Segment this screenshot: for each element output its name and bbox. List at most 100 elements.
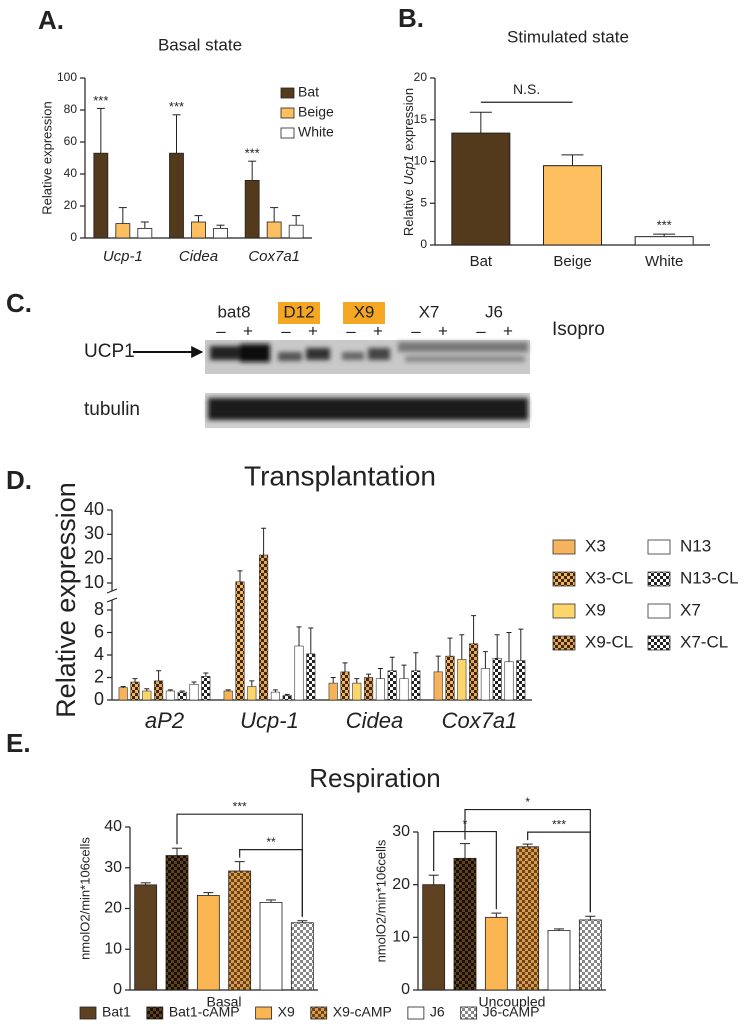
bar: [543, 165, 602, 246]
panel-label: C.: [6, 288, 32, 318]
bar: [228, 870, 252, 991]
bar: [244, 179, 260, 239]
legend-label: J6: [430, 1004, 445, 1020]
y-tick-label: 40: [104, 818, 122, 835]
legend-swatch: [146, 1006, 164, 1020]
bar: [177, 691, 187, 701]
blot-images: UCP1 tubulin Isopro: [84, 319, 605, 428]
bar: [282, 695, 292, 701]
bar: [259, 554, 269, 701]
y-tick-label: 30: [392, 823, 410, 840]
legend-label: X3-CL: [585, 568, 633, 587]
legend-swatch: [552, 539, 576, 555]
legend-label: Bat1: [102, 1004, 131, 1020]
band: [306, 348, 330, 360]
panel-label: A.: [38, 5, 64, 35]
bar: [387, 670, 397, 701]
bar: [154, 680, 164, 701]
bar: [259, 901, 283, 991]
treatment-sign: +: [373, 321, 383, 340]
band: [208, 398, 528, 420]
treatment-sign: +: [308, 321, 318, 340]
axis-break: [106, 588, 118, 594]
y-axis-label: Relative Ucp1 expression: [401, 88, 416, 236]
treatment-label: Isopro: [552, 319, 605, 340]
row-label: UCP1: [84, 341, 135, 362]
lane-label: J6: [485, 302, 503, 321]
band: [210, 346, 240, 360]
bar: [516, 660, 526, 701]
bar: [411, 670, 421, 701]
legend-swatch: [647, 539, 671, 555]
bar: [634, 236, 694, 246]
bar: [137, 227, 153, 239]
legend-label: Beige: [298, 104, 334, 120]
legend-label: J6-cAMP: [483, 1004, 540, 1020]
bar: [399, 678, 409, 701]
band: [240, 344, 270, 362]
x-tick-label: Cox7a1: [248, 248, 300, 265]
legend-swatch: [647, 635, 671, 651]
bar: [142, 690, 152, 701]
bracket-label: ***: [552, 817, 566, 831]
bar: [169, 152, 184, 239]
legend-swatch: [552, 635, 576, 651]
y-axis-label: nmolO2/min*106cells: [373, 839, 388, 962]
bracket: [464, 808, 591, 913]
legend-swatch: [460, 1006, 478, 1020]
y-axis-label-part: Ucp1: [401, 155, 416, 185]
lane-highlight: [278, 302, 320, 324]
bar: [433, 671, 443, 701]
y-tick-label: 0: [401, 981, 410, 998]
y-tick-label: 30: [104, 859, 122, 876]
band: [405, 356, 525, 362]
blot-bands: [208, 398, 528, 420]
y-tick-label: 4: [94, 644, 104, 664]
bar: [547, 930, 571, 991]
row-label: tubulin: [84, 399, 140, 420]
x-axis-label: Basal: [206, 994, 241, 1010]
bar: [340, 671, 350, 701]
lane-label: D12: [283, 302, 314, 321]
y-tick-label: 20: [414, 70, 428, 84]
x-tick-label: Cidea: [179, 248, 218, 265]
treatment-sign: –: [411, 321, 421, 340]
bar: [294, 645, 304, 701]
y-tick-label: 10: [84, 572, 104, 592]
legend-swatch: [647, 571, 671, 587]
bar: [235, 581, 245, 701]
bar: [422, 884, 446, 991]
x-tick-label: Ucp-1: [103, 248, 143, 265]
y-tick-label: 40: [64, 166, 78, 180]
bar: [247, 686, 257, 701]
legend-label: N13-CL: [680, 568, 739, 587]
panel-label: E.: [6, 728, 31, 758]
bar: [484, 916, 508, 991]
bracket: [239, 849, 303, 917]
band: [278, 352, 302, 361]
treatment-sign: +: [438, 321, 448, 340]
chart-title: Transplantation: [244, 460, 436, 491]
lane-label: X9: [354, 302, 375, 321]
legend-label: X3: [585, 536, 606, 555]
treatment-sign: –: [346, 321, 356, 340]
bar: [516, 846, 540, 991]
y-tick-label: 0: [70, 230, 77, 244]
y-tick-label: 0: [113, 981, 122, 998]
legend-swatch: [552, 603, 576, 619]
bar: [270, 691, 280, 701]
legend-label: X9-cAMP: [333, 1004, 392, 1020]
blot-bands: [210, 342, 528, 362]
y-tick-label: 10: [104, 940, 122, 957]
bar: [196, 895, 220, 991]
bar: [266, 221, 282, 239]
bar: [480, 668, 490, 701]
legend-swatch: [552, 571, 576, 587]
legend-label: X9: [585, 600, 606, 619]
y-tick-label: 2: [94, 666, 104, 686]
bar: [578, 919, 602, 991]
x-tick-label: Ucp-1: [240, 708, 299, 733]
y-tick-label: 8: [94, 599, 104, 619]
bar: [201, 676, 211, 701]
